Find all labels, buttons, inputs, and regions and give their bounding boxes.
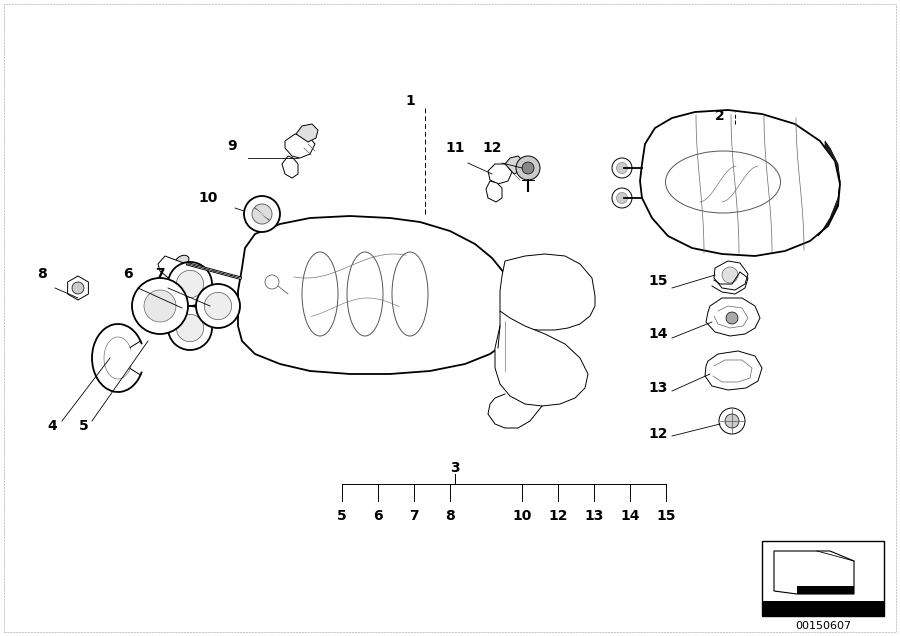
- Text: 15: 15: [656, 509, 676, 523]
- Circle shape: [725, 414, 739, 428]
- Circle shape: [719, 408, 745, 434]
- Circle shape: [612, 158, 632, 178]
- Polygon shape: [495, 311, 588, 406]
- Circle shape: [616, 163, 627, 174]
- Text: 12: 12: [648, 427, 668, 441]
- Text: 8: 8: [37, 267, 47, 281]
- Circle shape: [168, 306, 212, 350]
- Circle shape: [516, 156, 540, 180]
- Bar: [762, 601, 884, 616]
- Circle shape: [176, 314, 203, 342]
- Text: 11: 11: [446, 141, 464, 155]
- Polygon shape: [486, 181, 502, 202]
- Text: 12: 12: [548, 509, 568, 523]
- Circle shape: [176, 270, 203, 298]
- Circle shape: [244, 196, 280, 232]
- Polygon shape: [282, 156, 298, 178]
- Text: 10: 10: [512, 509, 532, 523]
- Text: 1: 1: [405, 94, 415, 108]
- Polygon shape: [500, 254, 595, 330]
- Circle shape: [722, 267, 738, 283]
- Text: 2: 2: [716, 109, 724, 123]
- Polygon shape: [706, 298, 760, 336]
- Circle shape: [204, 293, 231, 320]
- Polygon shape: [705, 351, 762, 390]
- Text: 4: 4: [47, 419, 57, 433]
- Text: 14: 14: [620, 509, 640, 523]
- Circle shape: [522, 162, 534, 174]
- Polygon shape: [714, 261, 748, 290]
- Polygon shape: [238, 216, 520, 374]
- Text: 3: 3: [450, 461, 460, 475]
- Text: 6: 6: [374, 509, 382, 523]
- Text: 7: 7: [410, 509, 418, 523]
- Ellipse shape: [175, 255, 189, 266]
- Circle shape: [265, 275, 279, 289]
- Text: 6: 6: [123, 267, 133, 281]
- Polygon shape: [774, 551, 854, 594]
- Circle shape: [616, 193, 627, 204]
- Circle shape: [252, 204, 272, 224]
- Text: 9: 9: [227, 139, 237, 153]
- Circle shape: [72, 282, 84, 294]
- Text: 5: 5: [338, 509, 346, 523]
- Text: 13: 13: [584, 509, 604, 523]
- Polygon shape: [285, 134, 315, 158]
- Polygon shape: [505, 156, 524, 174]
- Polygon shape: [818, 141, 840, 236]
- Polygon shape: [640, 110, 840, 256]
- Polygon shape: [296, 124, 318, 142]
- Circle shape: [132, 278, 188, 334]
- Circle shape: [144, 290, 176, 322]
- Text: 00150607: 00150607: [795, 621, 851, 631]
- Polygon shape: [797, 586, 854, 594]
- Polygon shape: [158, 256, 212, 294]
- Text: 7: 7: [155, 267, 165, 281]
- Bar: [762, 541, 884, 616]
- Text: 15: 15: [648, 274, 668, 288]
- Polygon shape: [488, 164, 512, 184]
- Text: 5: 5: [79, 419, 89, 433]
- Text: 12: 12: [482, 141, 502, 155]
- Text: 14: 14: [648, 327, 668, 341]
- Text: 13: 13: [648, 381, 668, 395]
- Circle shape: [196, 284, 240, 328]
- Text: 8: 8: [446, 509, 454, 523]
- Circle shape: [168, 262, 212, 306]
- Text: 10: 10: [198, 191, 218, 205]
- Circle shape: [726, 312, 738, 324]
- Circle shape: [612, 188, 632, 208]
